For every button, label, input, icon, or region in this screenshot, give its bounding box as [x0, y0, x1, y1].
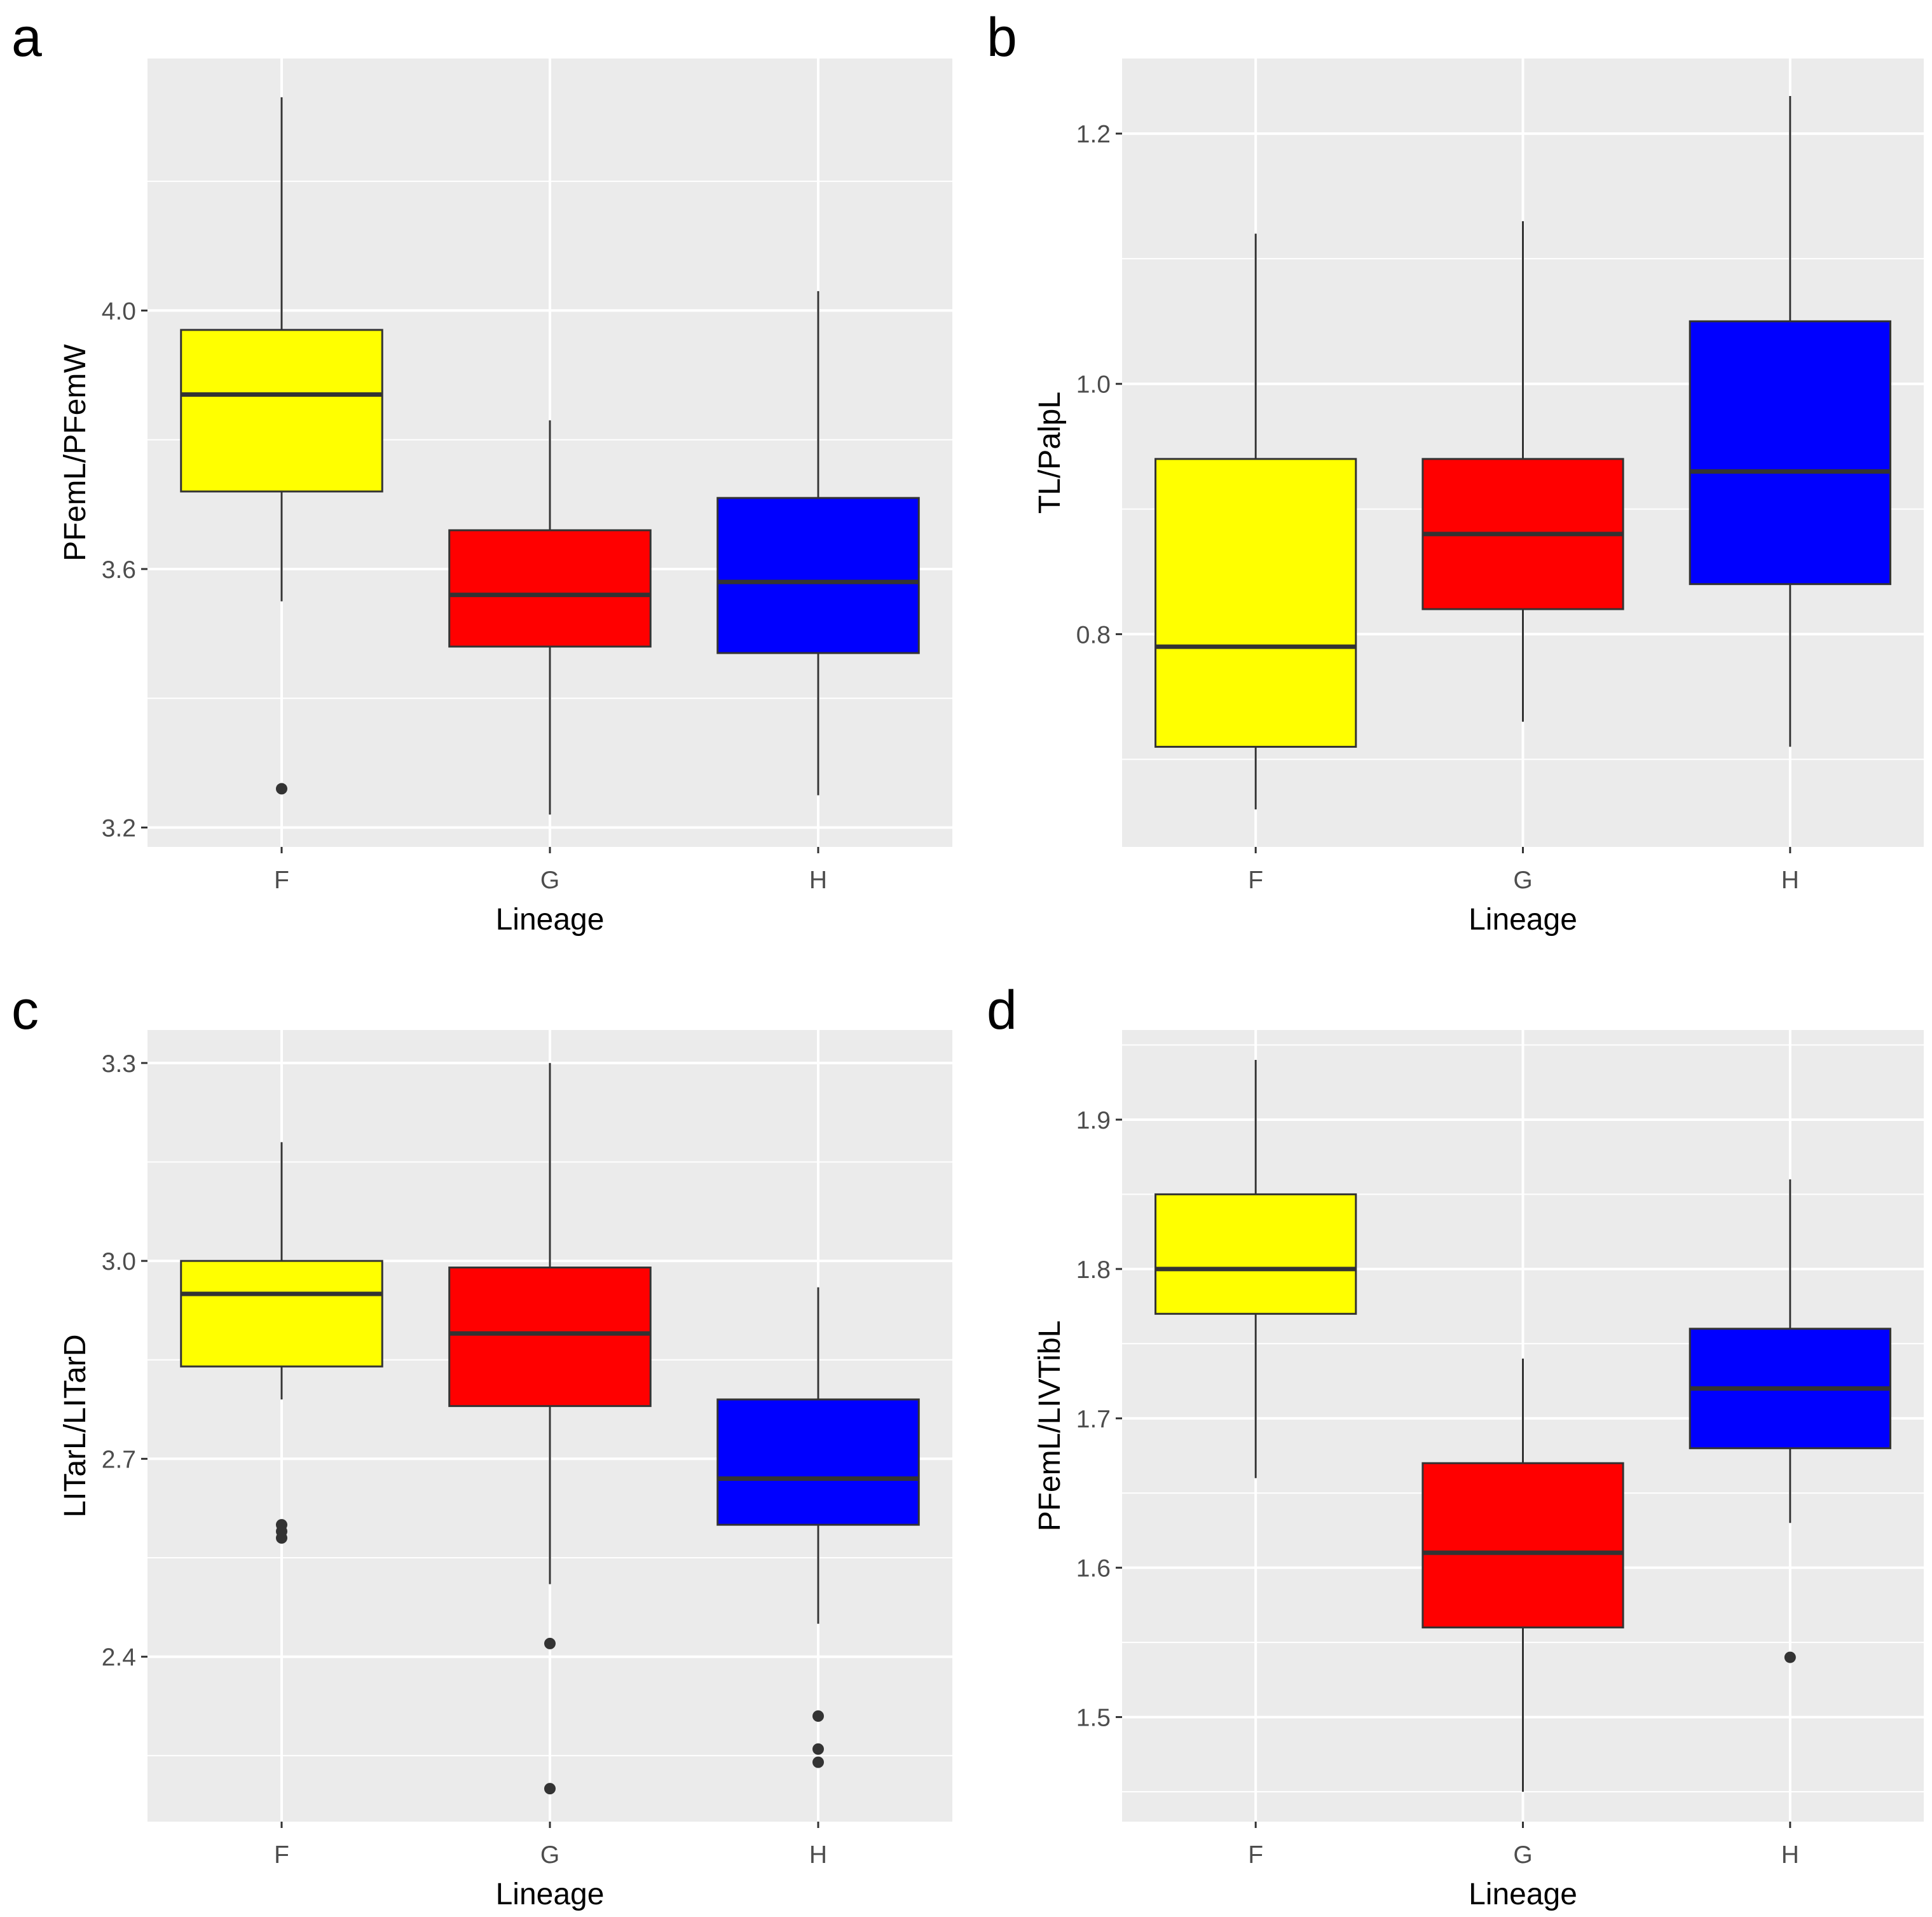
y-tick-label: 1.8 — [1076, 1256, 1111, 1284]
box-iqr — [448, 529, 652, 648]
box-F — [180, 97, 383, 795]
x-tick-label: H — [809, 867, 827, 894]
y-tick-label: 1.7 — [1076, 1406, 1111, 1433]
box-iqr — [1689, 320, 1891, 586]
box-H — [1689, 1179, 1891, 1663]
outlier-point — [812, 1756, 824, 1768]
panel-letter: c — [11, 980, 39, 1041]
outlier-point — [544, 1637, 556, 1649]
outlier-point — [276, 783, 287, 795]
y-tick-label: 3.3 — [102, 1050, 136, 1078]
x-tick-label: F — [1248, 867, 1263, 894]
x-tick-label: G — [540, 1841, 559, 1869]
y-tick-label: 3.2 — [102, 815, 136, 842]
box-iqr — [716, 497, 920, 654]
y-axis-title: LITarL/LITarD — [58, 1334, 92, 1517]
box-F — [1154, 233, 1357, 809]
x-tick-label: F — [274, 1841, 289, 1869]
x-tick-label: H — [1781, 867, 1799, 894]
y-tick-label: 1.6 — [1076, 1555, 1111, 1583]
y-tick-label: 1.9 — [1076, 1107, 1111, 1134]
box-iqr — [180, 329, 383, 493]
box-G — [1422, 221, 1624, 722]
y-tick-label: 4.0 — [102, 298, 136, 325]
box-G — [1422, 1358, 1624, 1792]
panel-c: c 2.4 2.7 3.0 3.3 F G H Lineage LITarL/LITarD — [11, 980, 952, 1911]
x-tick-label: H — [809, 1841, 827, 1869]
x-tick-label: F — [274, 867, 289, 894]
y-tick-label: 0.8 — [1076, 621, 1111, 649]
panel-letter: b — [987, 7, 1017, 68]
box-G — [448, 420, 652, 815]
box-iqr — [716, 1398, 920, 1526]
outlier-point — [812, 1743, 824, 1755]
box-iqr — [1154, 1193, 1357, 1315]
panel-d: d 1.5 1.6 1.7 1.8 1.9 F G H Lineage PFemL/LIVTibL — [987, 980, 1924, 1911]
box-H — [1689, 96, 1891, 747]
panel-b: b 0.8 1.0 1.2 F G H Lineage TL/PalpL — [987, 7, 1924, 937]
box-G — [448, 1062, 652, 1795]
y-axis-title: TL/PalpL — [1033, 392, 1067, 514]
y-tick-label: 3.0 — [102, 1248, 136, 1275]
x-axis-title: Lineage — [496, 903, 605, 937]
panel-letter: d — [987, 980, 1017, 1041]
x-axis-title: Lineage — [1469, 1878, 1577, 1911]
box-iqr — [448, 1267, 652, 1407]
y-axis-title: PFemL/PFemW — [58, 344, 92, 561]
box-F — [1154, 1059, 1357, 1478]
x-tick-label: G — [1513, 867, 1532, 894]
x-tick-label: G — [540, 867, 559, 894]
x-tick-label: G — [1513, 1841, 1532, 1869]
box-iqr — [1422, 1462, 1624, 1629]
box-iqr — [180, 1260, 383, 1368]
box-F — [180, 1142, 383, 1544]
x-axis-title: Lineage — [1469, 903, 1577, 937]
x-axis-title: Lineage — [496, 1878, 605, 1911]
x-tick-label: H — [1781, 1841, 1799, 1869]
y-tick-label: 1.5 — [1076, 1705, 1111, 1732]
outlier-point — [276, 1532, 287, 1544]
x-tick-label: F — [1248, 1841, 1263, 1869]
y-tick-label: 3.6 — [102, 556, 136, 584]
panel-a: a 3.2 3.6 4.0 F G H Lineage PFemL/PFemW — [11, 7, 952, 937]
outlier-point — [812, 1710, 824, 1722]
y-axis-title: PFemL/LIVTibL — [1033, 1321, 1067, 1532]
box-H — [716, 1287, 920, 1768]
box-H — [716, 291, 920, 795]
outlier-point — [1784, 1651, 1796, 1663]
panel-letter: a — [11, 7, 42, 68]
y-tick-label: 2.4 — [102, 1644, 136, 1672]
y-tick-label: 2.7 — [102, 1446, 136, 1473]
box-iqr — [1154, 458, 1357, 748]
y-tick-label: 1.0 — [1076, 371, 1111, 399]
outlier-point — [544, 1783, 556, 1795]
y-tick-label: 1.2 — [1076, 121, 1111, 148]
